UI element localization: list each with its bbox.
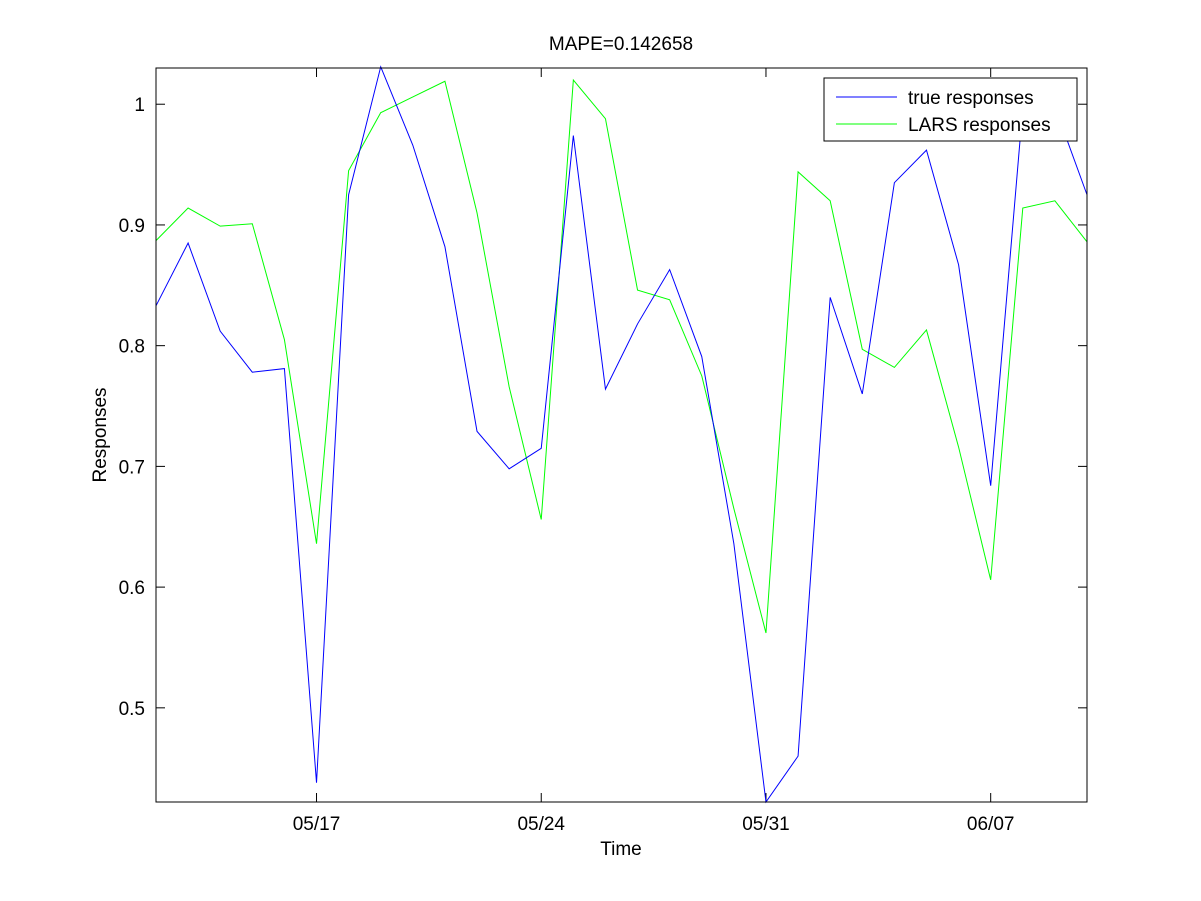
legend-label-lars-responses: LARS responses [908, 115, 1051, 136]
y-tick-label: 0.7 [119, 457, 145, 478]
y-tick-label: 0.5 [119, 699, 145, 720]
legend-box [823, 77, 1078, 142]
series-line-true-responses [155, 65, 1088, 804]
plot-frame [155, 67, 1088, 803]
legend-label-true-responses: true responses [908, 88, 1034, 109]
axis-ticks: 05/17 05/24 05/31 06/07 0.5 0.6 0.7 0.8 0.9 1 [119, 68, 1087, 835]
series-group [155, 65, 1088, 804]
x-tick-label: 05/31 [742, 814, 790, 835]
x-axis-label: Time [600, 839, 642, 860]
plot-area [156, 68, 1087, 802]
y-tick-label: 1 [134, 95, 145, 116]
y-tick-label: 0.9 [119, 216, 145, 237]
y-axis-label: Responses [90, 387, 111, 482]
y-tick-label: 0.8 [119, 337, 145, 358]
legend: true responses LARS responses [823, 77, 1078, 142]
chart-title: MAPE=0.142658 [549, 34, 693, 55]
x-tick-label: 06/07 [967, 814, 1015, 835]
x-tick-label: 05/17 [293, 814, 341, 835]
series-line-lars-responses [155, 78, 1088, 634]
y-tick-label: 0.6 [119, 578, 145, 599]
x-tick-label: 05/24 [517, 814, 565, 835]
